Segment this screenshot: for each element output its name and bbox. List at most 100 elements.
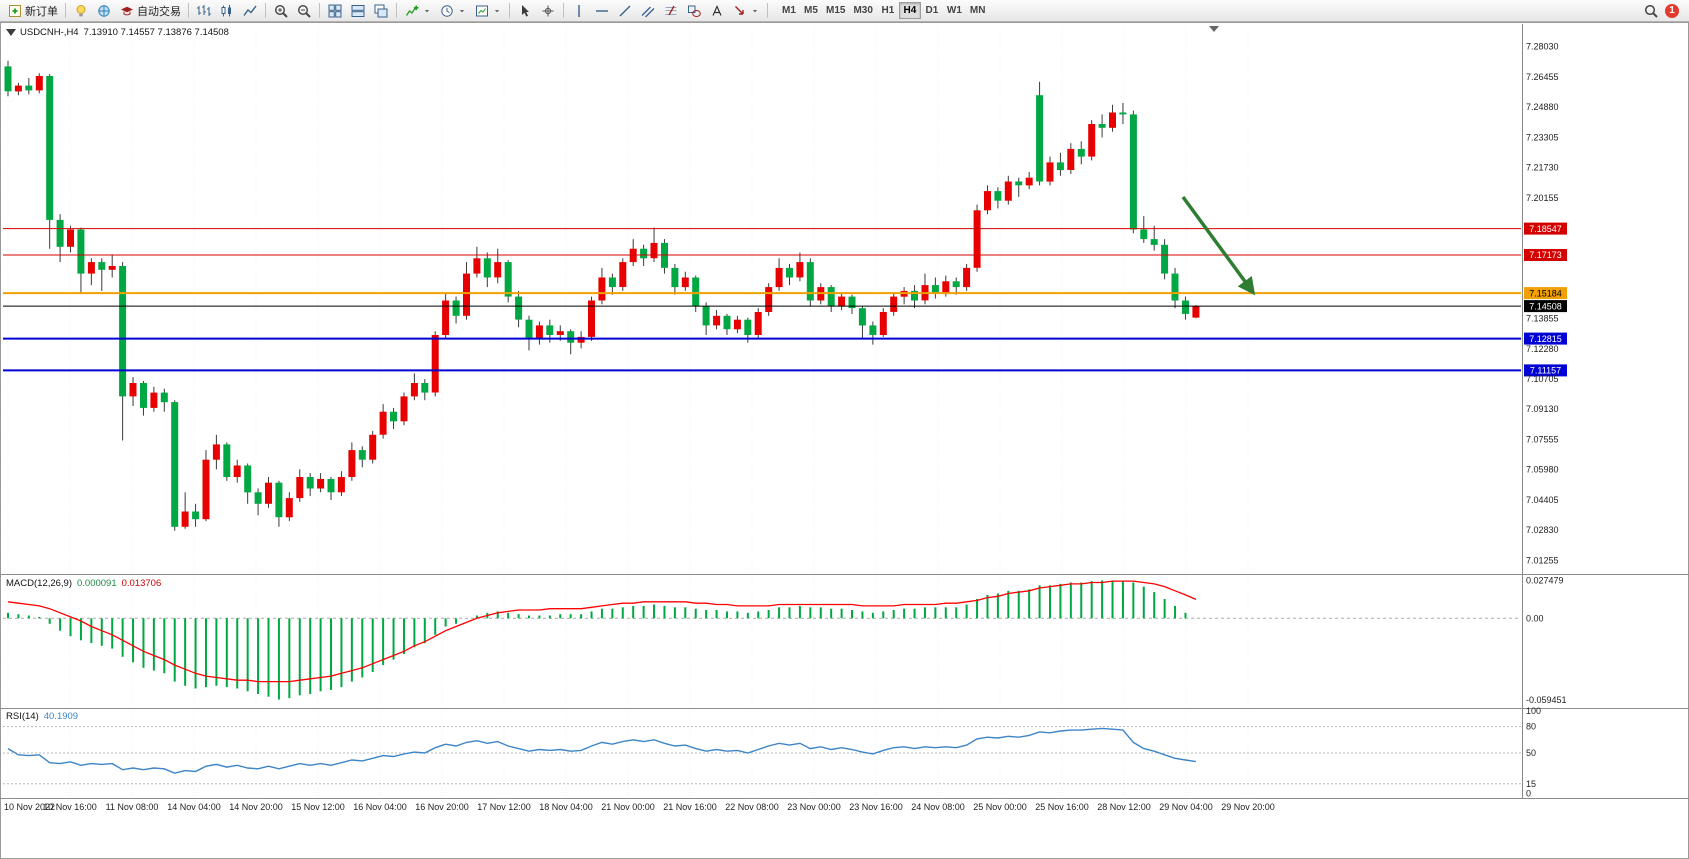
zoom-in-icon [273,3,289,19]
time-axis-label: 18 Nov 04:00 [539,802,593,812]
notification-badge[interactable]: 1 [1665,3,1679,18]
candle [1192,306,1200,318]
equidistant-channel-button[interactable] [637,1,659,20]
tile-windows-button[interactable] [324,1,346,20]
candle [806,262,814,301]
indicators-button[interactable] [401,1,435,20]
crosshair-button[interactable] [537,1,559,20]
autotrading-button[interactable]: 自动交易 [116,1,184,20]
macd-axis-label: 0.00 [1526,613,1544,623]
text-icon [709,3,725,19]
chart-bars-icon [196,3,212,19]
candle [442,300,450,335]
trendline-button[interactable] [614,1,636,20]
shapes-button[interactable] [683,1,705,20]
timeframe-M5[interactable]: M5 [800,2,822,19]
candle [56,219,64,247]
metaeditor-button[interactable] [70,1,92,20]
candle [681,277,689,288]
fibonacci-button[interactable] [660,1,682,20]
timeframe-M1[interactable]: M1 [778,2,800,19]
candle [129,383,137,397]
candle [1098,124,1106,128]
candle [1046,162,1054,182]
horizontal-line-icon [594,3,610,19]
vertical-line-button[interactable] [568,1,590,20]
arrow-tools-button[interactable] [729,1,763,20]
trendline-icon [617,3,633,19]
rsi-axis-label: 0 [1526,789,1531,799]
chart-title: USDCNH-,H4 7.13910 7.14557 7.13876 7.1450… [20,27,234,38]
chart-line-button[interactable] [239,1,261,20]
timeframe-D1[interactable]: D1 [921,2,943,19]
candle [963,267,971,288]
chart-bars-button[interactable] [193,1,215,20]
candle [577,336,585,343]
candle [233,465,241,477]
time-axis-label: 29 Nov 04:00 [1159,802,1213,812]
chart-candles-button[interactable] [216,1,238,20]
cursor-button[interactable] [514,1,536,20]
templates-button[interactable] [471,1,505,20]
candle [452,300,460,316]
equidistant-channel-icon [640,3,656,19]
candle [1182,300,1189,314]
candle [254,492,262,504]
ohlc-values: 7.13910 7.14557 7.13876 7.14508 [83,27,229,38]
time-axis-label: 25 Nov 00:00 [973,802,1027,812]
chart-shift-marker[interactable] [1209,26,1219,32]
new-order-icon [7,3,23,19]
mql5-community-button[interactable] [93,1,115,20]
candle [1004,181,1012,201]
zoom-in-button[interactable] [270,1,292,20]
candle [421,383,429,393]
candle [483,258,491,278]
rsi-indicator-label: RSI(14) 40.1909 [6,711,83,722]
templates-icon [474,3,490,19]
candle [713,315,721,326]
candle [87,262,95,274]
candle [77,229,85,274]
timeframe-W1[interactable]: W1 [943,2,966,19]
timeframe-M15[interactable]: M15 [822,2,849,19]
periods-button[interactable] [436,1,470,20]
zoom-out-button[interactable] [293,1,315,20]
candle [67,229,74,247]
candle [858,308,866,326]
timeframe-MN[interactable]: MN [966,2,990,19]
macd-axis-label: -0.059451 [1526,695,1567,705]
timeframe-M30[interactable]: M30 [849,2,876,19]
candle [775,267,783,288]
candle [369,434,377,460]
macd-signal-line [7,580,1197,683]
horizontal-line-button[interactable] [591,1,613,20]
rsi-axis-label: 15 [1526,779,1536,789]
cursor-icon [517,3,533,19]
trend-arrow[interactable] [1181,195,1256,296]
crosshair-icon [540,3,556,19]
price-tick-label: 7.24880 [1526,102,1559,112]
timeframe-H4[interactable]: H4 [898,2,921,19]
candle [567,331,575,343]
symbol-period-label: USDCNH-,H4 [20,27,79,38]
candle [890,296,898,312]
price-level-badge [1524,332,1567,345]
new-order-button[interactable]: 新订单 [4,1,61,20]
candle [202,459,210,520]
search-button[interactable] [1640,1,1662,20]
time-axis-label: 25 Nov 16:00 [1035,802,1089,812]
candle [348,450,356,477]
periods-icon [439,3,455,19]
arrange-windows-button[interactable] [347,1,369,20]
rsi-line [7,727,1196,774]
cascade-windows-button[interactable] [370,1,392,20]
one-click-trading-toggle[interactable] [6,29,16,36]
rsi-axis-label: 100 [1526,706,1541,716]
time-axis-label: 21 Nov 00:00 [601,802,655,812]
candle [786,267,793,278]
price-level-label: 7.14508 [1529,301,1562,311]
candle [390,411,397,422]
text-button[interactable] [706,1,728,20]
timeframe-H1[interactable]: H1 [877,2,899,19]
